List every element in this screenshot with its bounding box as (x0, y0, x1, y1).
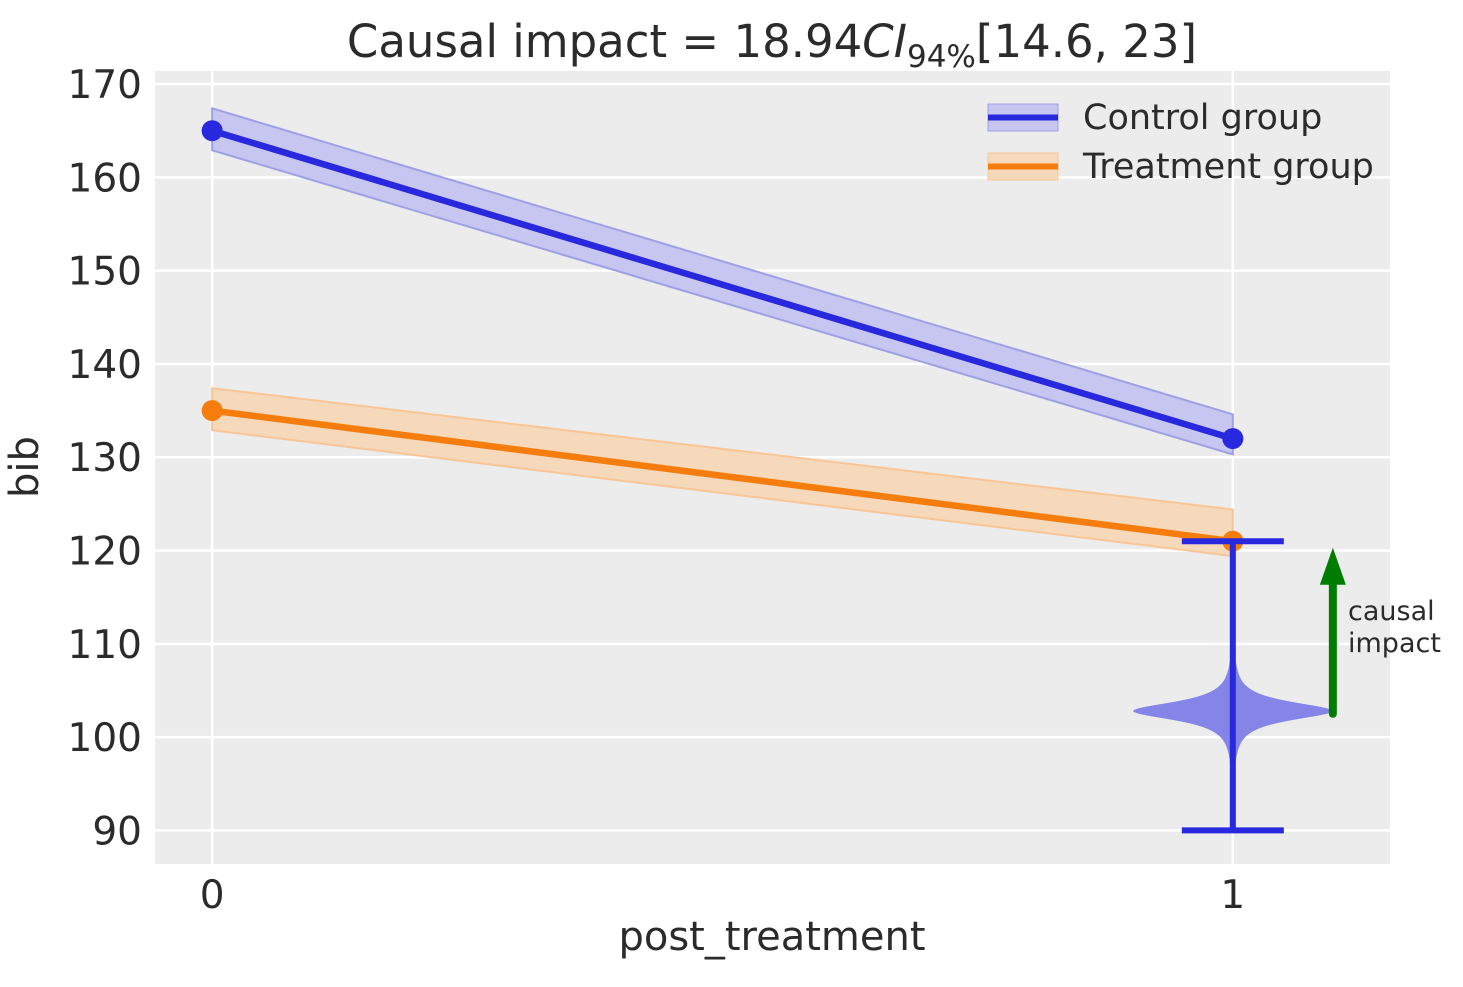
trend-line-control (208, 127, 1237, 442)
y-tick-label: 130 (68, 436, 142, 481)
y-tick-label: 100 (68, 716, 142, 761)
y-tick-label: 120 (68, 530, 142, 575)
data-point-control (1222, 428, 1244, 450)
x-axis-label: post_treatment (618, 914, 925, 960)
y-tick-label: 90 (92, 809, 142, 854)
y-tick-labels: 90 100 110 120 130 140 150 160 170 (68, 63, 142, 854)
impact-arrow-head (1319, 547, 1346, 585)
legend-label-treatment: Treatment group (1082, 147, 1374, 187)
y-tick-label: 110 (68, 623, 142, 668)
chart-title: Causal impact = 18.94CI94%[14.6, 23] (347, 15, 1197, 75)
legend-item-control: Control group (987, 98, 1322, 138)
data-point-treatment (201, 400, 223, 422)
trend-lines (208, 127, 1237, 545)
legend-label-control: Control group (1083, 98, 1322, 138)
y-axis-label: bib (2, 436, 48, 498)
impact-arrow (1319, 547, 1346, 718)
x-tick-label: 1 (1220, 873, 1245, 918)
counterfactual-violin (1133, 538, 1333, 834)
trend-line-treatment (208, 407, 1237, 545)
legend: Control group Treatment group (987, 98, 1374, 187)
y-tick-label: 140 (68, 343, 142, 388)
legend-item-treatment: Treatment group (987, 147, 1374, 187)
data-markers (201, 120, 1244, 552)
y-tick-label: 170 (68, 63, 142, 108)
y-tick-label: 160 (68, 156, 142, 201)
impact-annotation: causal impact (1348, 596, 1443, 659)
x-tick-label: 0 (200, 873, 225, 918)
data-point-control (201, 120, 223, 142)
y-tick-label: 150 (68, 250, 142, 295)
